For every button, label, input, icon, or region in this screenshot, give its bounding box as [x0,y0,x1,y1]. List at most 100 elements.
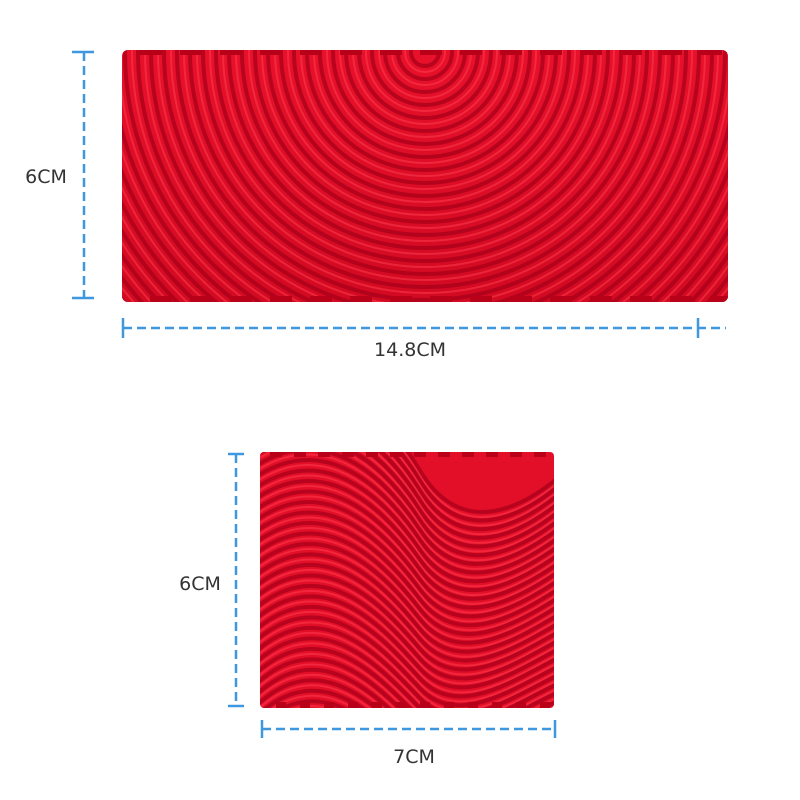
groove [260,479,554,593]
groove [270,296,292,302]
groove [260,589,554,685]
groove [276,702,286,708]
groove [260,573,554,672]
groove [510,452,522,457]
groove [500,50,522,55]
groove [260,652,554,708]
groove [326,50,524,151]
groove [468,702,478,708]
groove [516,702,526,708]
groove [260,452,554,562]
groove [380,50,402,55]
groove [260,458,554,575]
groove [260,468,554,584]
groove [260,657,554,708]
groove [201,50,649,276]
groove [540,702,550,708]
groove [580,50,602,55]
groove [300,702,310,708]
groove [318,452,330,457]
groove [260,610,554,703]
groove [260,568,554,667]
groove [430,296,452,302]
groove [438,452,450,457]
groove [340,50,362,55]
groove [260,562,554,663]
groove [260,667,554,708]
groove [310,296,332,302]
groove [260,558,554,658]
groove [444,702,454,708]
groove [190,296,212,302]
groove [404,50,446,73]
groove [150,296,172,302]
groove [660,50,682,55]
groove [260,547,554,649]
groove [260,510,554,619]
groove [260,489,554,601]
groove [470,296,492,302]
groove [260,50,282,55]
groove [372,702,382,708]
groove [260,474,554,588]
groove [324,702,334,708]
groove [300,50,322,55]
groove [180,50,202,55]
groove [123,50,727,302]
groove [260,673,554,708]
groove [260,615,554,708]
groove [260,604,554,699]
groove [365,50,485,112]
groove [510,296,532,302]
groove [260,621,554,708]
groove [366,452,378,457]
groove [420,702,430,708]
groove [590,296,612,302]
groove [260,663,554,708]
groove [260,552,554,654]
groove [534,452,546,457]
groove [460,50,482,55]
groove [260,688,554,708]
groove [670,296,692,302]
groove [260,579,554,676]
groove [260,452,554,544]
groove [260,452,554,514]
groove [260,646,554,708]
groove [260,516,554,623]
width-label: 7CM [393,746,435,768]
groove [260,594,554,690]
groove [260,583,554,681]
groove [492,702,502,708]
groove [230,296,252,302]
groove [550,296,572,302]
groove [260,452,554,523]
groove [260,452,554,566]
groove [396,702,406,708]
groove [260,495,554,605]
width-label: 14.8CM [374,339,446,361]
groove [260,452,554,549]
groove [486,452,498,457]
dimension-lines [72,50,726,738]
groove [260,452,554,527]
groove [260,500,554,610]
height-label: 6CM [179,573,221,595]
groove [260,464,554,579]
groove [260,452,554,518]
groove [420,50,442,55]
groove [260,684,554,708]
groove [220,50,242,55]
groove [270,452,282,457]
groove [540,50,562,55]
groove [260,625,554,708]
small-grain-tool [260,452,554,708]
groove [260,531,554,637]
groove [260,527,554,632]
groove [350,296,372,302]
groove [260,541,554,645]
groove [260,452,554,540]
groove [140,50,162,55]
groove [260,600,554,694]
